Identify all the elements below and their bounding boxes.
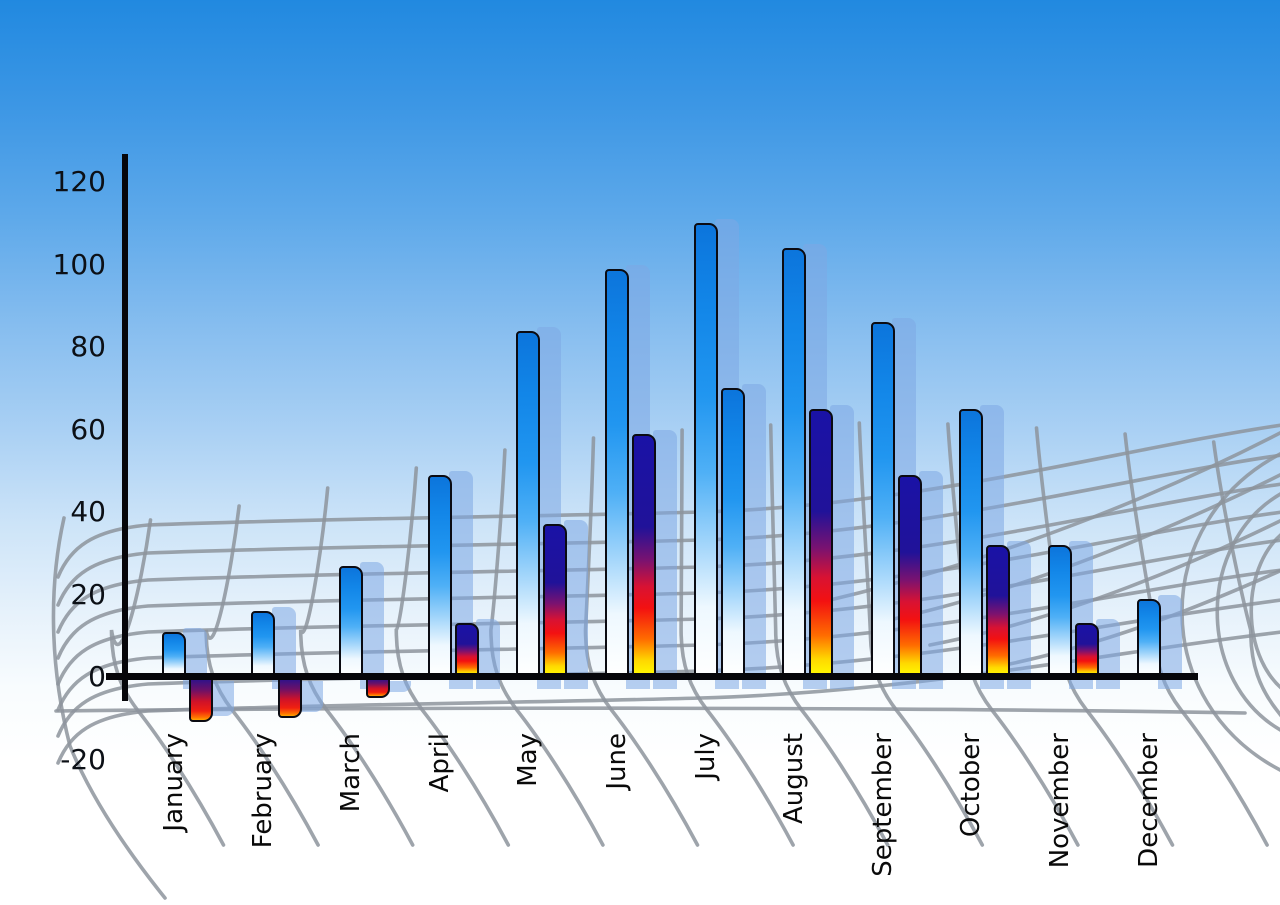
echo-second-july	[741, 384, 766, 689]
month-label-may: May	[513, 733, 544, 787]
grid-line	[109, 518, 226, 847]
month-label-july: July	[690, 733, 721, 780]
y-tick-label-120: 120	[52, 165, 106, 198]
bar-second-july	[720, 388, 745, 677]
month-label-december: December	[1133, 733, 1164, 868]
grid-line	[51, 516, 167, 900]
month-label-november: November	[1045, 733, 1075, 869]
bar-blue-april	[427, 474, 452, 677]
bar-blue-august	[782, 248, 807, 677]
month-label-march: March	[336, 733, 367, 813]
bar-blue-december	[1136, 598, 1161, 677]
y-tick-label-100: 100	[52, 247, 106, 281]
month-label-february: February	[247, 733, 278, 849]
bar-second-june	[632, 433, 656, 677]
y-tick-label-0: 0	[88, 660, 106, 693]
echo-second-march	[387, 681, 412, 692]
bar-blue-september	[870, 322, 895, 677]
bar-blue-february	[250, 611, 275, 677]
y-tick-label-40: 40	[70, 495, 106, 528]
x-axis-line	[106, 673, 1198, 680]
bar-blue-may	[516, 330, 541, 677]
echo-second-august	[830, 404, 855, 689]
echo-second-may	[564, 520, 589, 689]
bar-second-october	[986, 545, 1011, 677]
y-tick-label-80: 80	[70, 330, 106, 363]
y-axis-line	[122, 154, 128, 701]
grid-line	[1215, 492, 1280, 732]
grid-line	[56, 423, 1280, 579]
echo-second-september	[918, 470, 943, 689]
bar-blue-june	[605, 268, 629, 677]
month-label-january: January	[159, 733, 189, 832]
bar-blue-march	[339, 565, 364, 677]
bar-second-february	[277, 677, 302, 719]
y-tick-label-20: 20	[70, 577, 106, 611]
y-tick-label--20: -20	[60, 742, 106, 776]
bar-blue-january	[162, 631, 186, 677]
month-label-june: June	[602, 733, 632, 790]
bar-second-may	[543, 524, 568, 677]
grid-line	[1249, 533, 1280, 690]
grid-line	[1180, 452, 1280, 772]
grid-line	[679, 428, 795, 847]
grid-line	[1211, 440, 1280, 718]
bar-blue-october	[959, 408, 984, 677]
month-label-october: October	[956, 733, 987, 838]
echo-blue-march	[360, 561, 385, 689]
y-tick-label-60: 60	[70, 412, 106, 446]
month-label-august: August	[779, 733, 810, 824]
echo-second-january	[210, 681, 234, 717]
grid-line	[583, 436, 700, 847]
grid-line	[204, 504, 320, 847]
grid-line	[768, 423, 890, 847]
month-label-april: April	[424, 733, 455, 793]
echo-second-october	[1007, 541, 1032, 689]
grid-line	[298, 486, 415, 847]
month-label-september: September	[867, 733, 898, 877]
echo-second-june	[653, 429, 677, 689]
echo-second-february	[298, 681, 323, 713]
bar-second-september	[897, 474, 922, 677]
